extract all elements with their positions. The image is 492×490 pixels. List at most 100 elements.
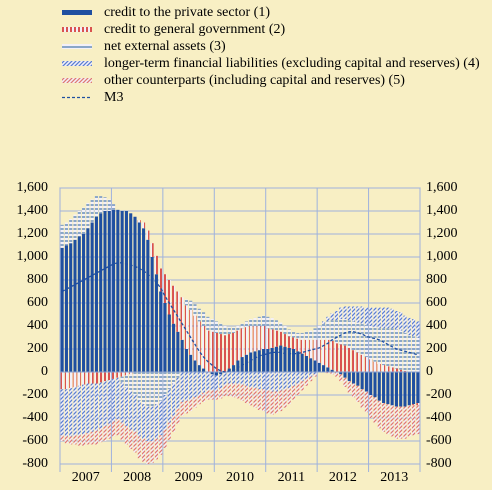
bar — [150, 406, 154, 441]
bar — [60, 435, 64, 441]
bar — [107, 199, 111, 211]
legend-swatch — [62, 78, 92, 83]
bar — [206, 390, 210, 400]
bar — [176, 291, 180, 332]
bar — [382, 372, 386, 404]
bar — [99, 196, 103, 214]
bar — [244, 327, 248, 355]
bar — [249, 386, 253, 406]
bar — [292, 337, 296, 349]
bar — [343, 372, 347, 378]
bar — [69, 243, 73, 372]
bar — [390, 328, 394, 368]
bar — [257, 389, 261, 410]
bar — [270, 329, 274, 348]
bar — [120, 372, 124, 377]
bar — [403, 372, 407, 407]
bar — [159, 268, 163, 292]
y2-tick-label: 1,600 — [426, 180, 458, 195]
bar — [412, 404, 416, 406]
bar — [150, 441, 154, 463]
bar — [193, 315, 197, 361]
y-tick-label: 200 — [27, 341, 48, 356]
bar — [137, 220, 141, 223]
bar — [193, 304, 197, 316]
bar — [304, 339, 308, 356]
y2-tick-label: -200 — [426, 387, 452, 402]
bar — [343, 345, 347, 372]
bar — [347, 306, 351, 321]
bar — [377, 328, 381, 364]
bar — [90, 222, 94, 372]
bar — [283, 334, 287, 347]
bar — [416, 405, 420, 435]
bar — [94, 430, 98, 445]
bar — [373, 361, 377, 372]
bar — [326, 316, 330, 322]
bar — [103, 426, 107, 441]
legend-swatch — [62, 44, 92, 49]
bar — [142, 404, 146, 439]
bar — [244, 385, 248, 404]
bar — [386, 372, 390, 405]
bar — [339, 372, 343, 375]
bar — [172, 285, 176, 324]
legend-label: longer-term financial liabilities (exclu… — [104, 56, 480, 71]
bar — [137, 222, 141, 372]
bar — [219, 388, 223, 399]
bar — [167, 422, 171, 440]
bar — [120, 422, 124, 440]
legend-item: longer-term financial liabilities (exclu… — [62, 55, 490, 72]
bar — [236, 330, 240, 361]
bar — [184, 400, 188, 414]
bar — [309, 330, 313, 340]
bar — [202, 392, 206, 402]
bar — [382, 307, 386, 329]
bar — [163, 274, 167, 303]
bar — [352, 321, 356, 351]
bar — [364, 372, 368, 392]
bar — [112, 421, 116, 437]
y2-tick-label: -600 — [426, 433, 452, 448]
bar — [403, 406, 407, 439]
bar — [163, 429, 167, 448]
x-tick-label: 2008 — [123, 470, 151, 485]
bar — [382, 328, 386, 366]
bar — [227, 372, 231, 384]
bar — [112, 372, 116, 379]
bar — [124, 375, 128, 387]
bar — [159, 291, 163, 372]
bar — [416, 403, 420, 406]
bar — [292, 331, 296, 338]
bar — [82, 372, 86, 385]
y2-tick-label: -400 — [426, 410, 452, 425]
x-tick-label: 2009 — [175, 470, 203, 485]
bar — [232, 383, 236, 398]
bar — [69, 219, 73, 244]
bar — [287, 329, 291, 337]
y-tick-label: -200 — [22, 387, 48, 402]
bar — [313, 360, 317, 372]
bar — [184, 349, 188, 372]
bar — [60, 372, 64, 390]
bar — [193, 372, 197, 398]
bar — [347, 347, 351, 372]
bar — [64, 372, 68, 390]
bar — [189, 309, 193, 355]
bar — [124, 211, 128, 372]
bar — [253, 388, 257, 408]
bar — [107, 423, 111, 439]
bar — [416, 321, 420, 338]
bar — [146, 239, 150, 372]
bar — [262, 349, 266, 372]
bar — [326, 339, 330, 368]
bar — [172, 383, 176, 416]
legend-swatch — [62, 10, 92, 15]
bar — [287, 388, 291, 405]
bar — [262, 389, 266, 412]
bar — [202, 368, 206, 372]
bar — [266, 349, 270, 372]
bar — [386, 307, 390, 329]
bar — [159, 435, 163, 455]
